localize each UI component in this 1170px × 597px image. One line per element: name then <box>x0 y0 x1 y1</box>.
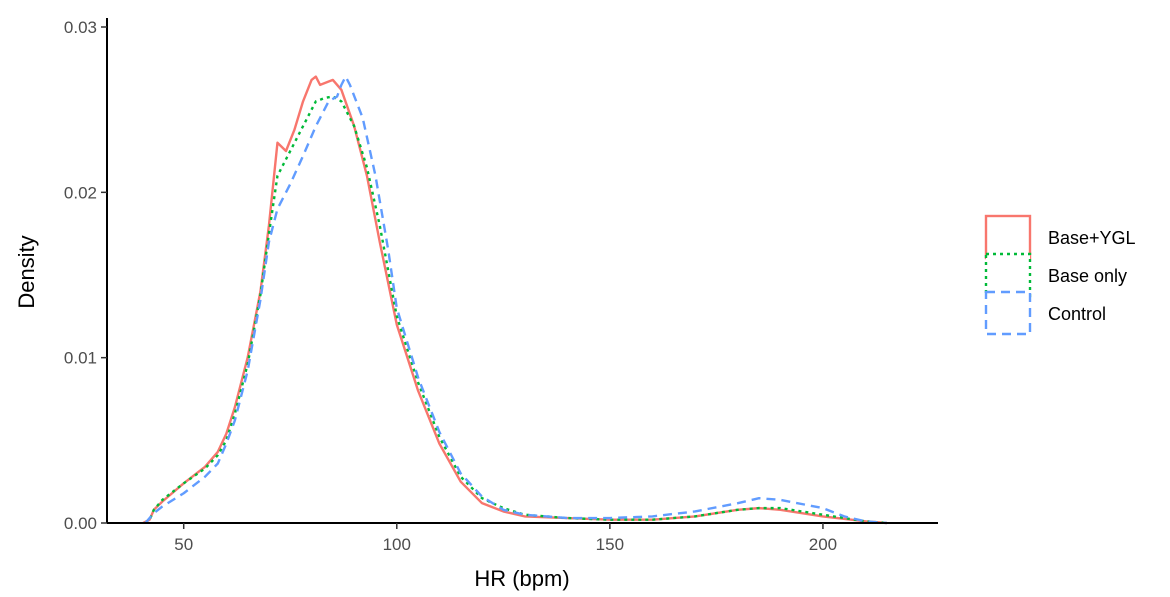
y-axis-title: Density <box>14 235 39 308</box>
x-tick-label: 200 <box>809 535 837 554</box>
series-line-base-only <box>144 95 887 525</box>
y-tick-label: 0.03 <box>64 18 97 37</box>
y-tick-label: 0.01 <box>64 349 97 368</box>
plot-lines <box>142 75 887 525</box>
x-tick-label: 50 <box>174 535 193 554</box>
x-ticks: 50 100 150 200 <box>174 523 837 554</box>
legend-key-base-only <box>984 252 1032 298</box>
y-ticks: 0.00 0.01 0.02 0.03 <box>64 18 107 533</box>
legend-key-base-ygl <box>984 214 1032 260</box>
legend-key-control <box>984 290 1032 336</box>
legend: Base+YGL Base only Control <box>984 214 1136 336</box>
series-line-control <box>144 75 887 525</box>
legend-label-base-ygl: Base+YGL <box>1048 228 1136 248</box>
legend-label-control: Control <box>1048 304 1106 324</box>
series-line-base-ygl <box>142 75 887 525</box>
x-axis-title: HR (bpm) <box>474 566 569 591</box>
y-tick-label: 0.00 <box>64 514 97 533</box>
x-tick-label: 150 <box>596 535 624 554</box>
y-tick-label: 0.02 <box>64 183 97 202</box>
x-tick-label: 100 <box>383 535 411 554</box>
legend-label-base-only: Base only <box>1048 266 1127 286</box>
